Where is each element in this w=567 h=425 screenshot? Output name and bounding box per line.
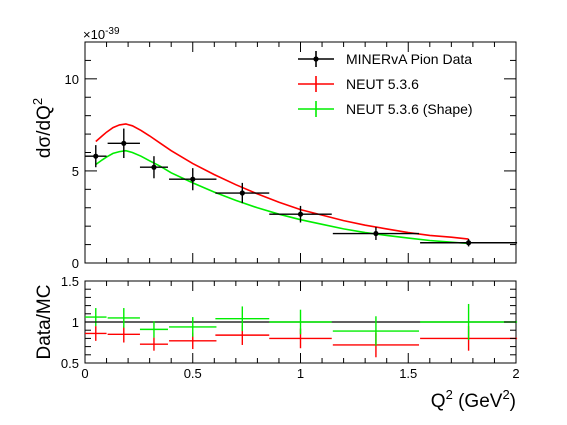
series-line-neut-5-3-6-shape (95, 149, 469, 245)
ratio-point-neut-5-3-6-shape (332, 316, 420, 346)
ratio-point-neut-5-3-6-shape (420, 303, 518, 341)
main-y-tick-label: 10 (65, 72, 79, 87)
ratio-point-neut-5-3-6-shape (215, 306, 270, 332)
legend-label: NEUT 5.3.6 (346, 76, 419, 92)
x-tick-label: 0 (81, 366, 88, 381)
data-point-marker (121, 140, 127, 146)
main-y-tick-label: 5 (72, 164, 79, 179)
ratio-point-neut-5-3-6-shape (169, 317, 217, 337)
y-exponent-base: ×10 (83, 27, 105, 42)
main-plot-area (85, 123, 518, 247)
ratio-axes: 0 0.5 1 1.5 20.511.5 (61, 274, 520, 381)
data-point (420, 239, 518, 247)
legend-swatch-marker (313, 56, 319, 62)
data-point (169, 168, 217, 191)
ratio-y-tick-label: 1.5 (61, 274, 79, 289)
data-point (85, 145, 107, 168)
ratio-point-neut-5-3-6-shape (139, 321, 168, 338)
x-axis-title-unit-open: (GeV (453, 391, 503, 412)
ratio-y-tick-label: 1 (72, 315, 79, 330)
main-y-tick-label: 0 (72, 256, 79, 271)
legend-entry-minerva-pion-data: MINERvA Pion Data (298, 51, 472, 67)
data-point-marker (190, 176, 196, 182)
ratio-point-neut-5-3-6 (85, 326, 107, 341)
x-axis-title-text: Q (431, 391, 446, 412)
ratio-point-neut-5-3-6 (139, 337, 168, 351)
x-tick-label: 1.5 (399, 366, 417, 381)
data-point-marker (373, 230, 379, 237)
x-axis-title-unit-sup: 2 (502, 387, 509, 402)
data-point-marker (239, 190, 245, 196)
x-axis-title: Q2 (GeV2) (431, 387, 516, 412)
data-point (269, 205, 332, 223)
data-point-marker (151, 164, 157, 170)
y-exponent-label: ×10-39 (83, 26, 120, 42)
data-point-marker (465, 240, 472, 246)
main-y-axis-title-sup: 2 (30, 98, 45, 105)
x-tick-label: 1 (297, 366, 304, 381)
series-line-neut-5-3-6 (95, 123, 469, 240)
ratio-point-neut-5-3-6-shape (107, 308, 140, 328)
data-point (139, 156, 168, 179)
ratio-plot-area (85, 303, 518, 358)
main-plot-frame (84, 41, 517, 264)
legend-entry-neut-5-3-6-shape: NEUT 5.3.6 (Shape) (298, 101, 473, 117)
main-y-axis-title-text: dσ/dQ (34, 105, 55, 158)
data-point (107, 128, 140, 159)
ratio-y-axis-title: Data/MC (34, 285, 55, 360)
ratio-point-neut-5-3-6 (107, 326, 140, 343)
x-axis-title-sup: 2 (446, 387, 453, 402)
x-axis-title-unit-close: ) (510, 391, 516, 412)
legend: MINERvA Pion Data NEUT 5.3.6 NEUT 5.3.6 (S… (298, 51, 473, 117)
ratio-point-neut-5-3-6-shape (269, 309, 332, 335)
data-point-marker (93, 153, 99, 159)
legend-label: MINERvA Pion Data (346, 51, 472, 67)
x-tick-label: 0.5 (184, 366, 202, 381)
x-tick-label: 2 (512, 366, 519, 381)
main-axes: 0 5 10 (65, 41, 517, 271)
ratio-point-neut-5-3-6-shape (85, 308, 107, 327)
legend-entry-neut-5-3-6: NEUT 5.3.6 (298, 76, 419, 92)
data-point (215, 182, 270, 204)
ratio-y-tick-label: 0.5 (61, 356, 79, 371)
legend-label: NEUT 5.3.6 (Shape) (346, 101, 473, 117)
data-point-marker (297, 211, 304, 217)
data-point (332, 227, 420, 240)
main-y-axis-title: dσ/dQ2 (30, 98, 55, 158)
y-exponent-power: -39 (105, 26, 120, 37)
